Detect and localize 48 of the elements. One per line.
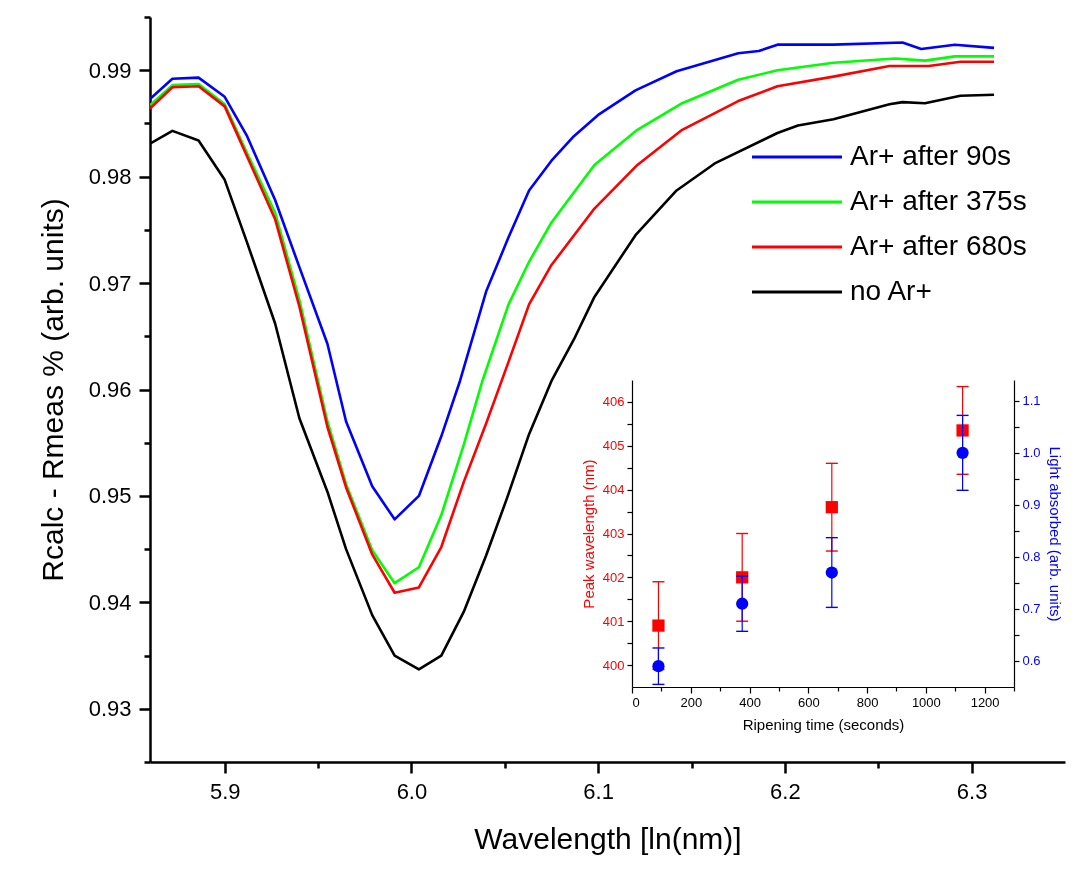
legend-label: Ar+ after 375s xyxy=(850,185,1027,216)
y-tick-label: 0.95 xyxy=(88,483,132,509)
x-tick-label: 5.9 xyxy=(209,778,241,804)
legend-label: Ar+ after 90s xyxy=(850,140,1012,171)
point xyxy=(825,501,838,514)
y-axis-title: Rcalc - Rmeas % (arb. units) xyxy=(35,198,69,582)
point xyxy=(825,566,838,579)
y2-tick-label: 0.7 xyxy=(1022,601,1041,617)
legend-label: no Ar+ xyxy=(850,275,932,306)
point xyxy=(956,446,969,459)
y-tick-label: 400 xyxy=(602,657,625,673)
y-tick-label: 404 xyxy=(602,482,625,498)
y-tick-label: 0.98 xyxy=(88,164,132,190)
x-tick-label: 1000 xyxy=(911,694,941,710)
x-tick-label: 800 xyxy=(856,694,879,710)
x-tick-label: 1200 xyxy=(970,694,1000,710)
y2-tick-label: 0.9 xyxy=(1022,497,1041,513)
y-axis-title: Peak wavelength (nm) xyxy=(579,459,597,609)
point xyxy=(652,619,665,632)
y-tick-label: 0.93 xyxy=(88,696,132,722)
y-tick-label: 402 xyxy=(602,569,625,585)
x-tick-label: 6.3 xyxy=(956,778,988,804)
y2-tick-label: 1.0 xyxy=(1022,445,1041,461)
y-tick-label: 0.96 xyxy=(88,377,132,402)
x-tick-label: 400 xyxy=(739,694,761,710)
legend-label: Ar+ after 680s xyxy=(850,230,1027,261)
y2-tick-label: 1.1 xyxy=(1022,393,1041,409)
point xyxy=(736,597,749,610)
y-tick-label: 403 xyxy=(602,526,625,541)
y-tick-label: 405 xyxy=(602,438,625,454)
y2-tick-label: 0.8 xyxy=(1022,549,1041,565)
x-tick-label: 6.2 xyxy=(770,778,801,804)
point xyxy=(956,424,969,437)
y-tick-label: 401 xyxy=(602,613,625,629)
x-tick-label: 6.1 xyxy=(583,778,614,804)
point xyxy=(652,660,665,673)
y-tick-label: 0.97 xyxy=(88,270,132,296)
y-tick-label: 0.94 xyxy=(88,589,132,615)
x-tick-label: 0 xyxy=(632,694,640,710)
x-axis-title: Wavelength [ln(nm)] xyxy=(474,821,742,855)
x-tick-label: 200 xyxy=(680,694,703,710)
x-tick-label: 600 xyxy=(797,694,820,710)
x-tick-label: 6.0 xyxy=(396,778,428,804)
x-axis-title: Ripening time (seconds) xyxy=(742,715,905,733)
y-tick-label: 0.99 xyxy=(88,57,132,83)
y2-axis-title: Light absorbed (arb. units) xyxy=(1046,446,1064,622)
y2-tick-label: 0.6 xyxy=(1022,653,1041,669)
y-tick-label: 406 xyxy=(602,394,625,410)
